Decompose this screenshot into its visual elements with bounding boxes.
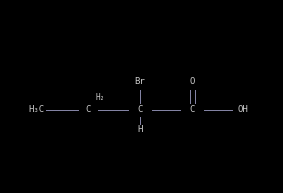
Text: Br: Br — [135, 78, 145, 86]
Text: H₂: H₂ — [95, 92, 104, 102]
Text: C: C — [137, 106, 143, 114]
Text: H: H — [137, 125, 143, 135]
Text: C: C — [189, 106, 195, 114]
Text: H₃C: H₃C — [28, 106, 44, 114]
Text: OH: OH — [237, 106, 248, 114]
Text: C: C — [85, 106, 91, 114]
Text: O: O — [189, 78, 195, 86]
